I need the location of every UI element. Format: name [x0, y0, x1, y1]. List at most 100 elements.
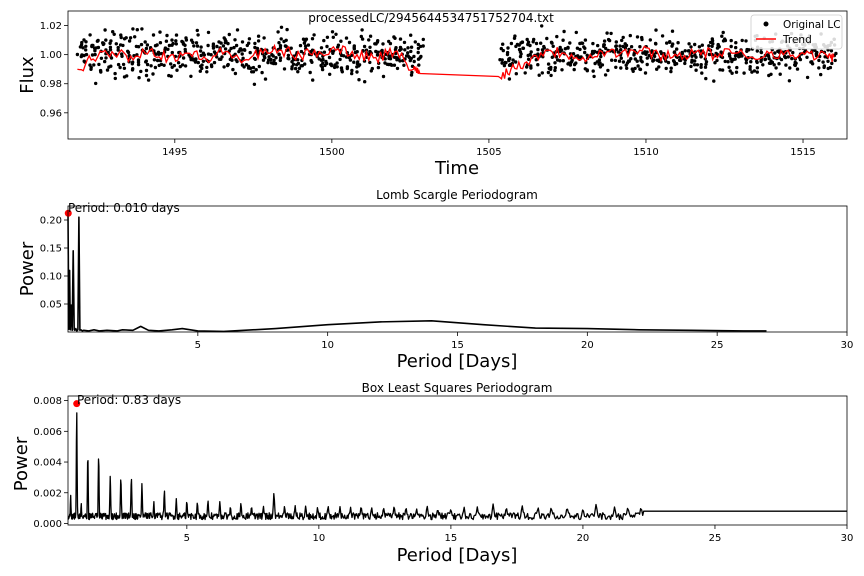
lc-point — [287, 57, 291, 61]
lc-point — [521, 46, 525, 50]
lc-point — [134, 44, 139, 49]
lc-point — [689, 45, 693, 49]
lc-point — [596, 43, 600, 48]
lc-point — [376, 50, 380, 54]
lc-point — [145, 62, 150, 67]
lc-point — [413, 40, 417, 44]
lc-point — [660, 34, 665, 38]
lomb-scargle-panel: 5 10 15 20 25 30 0.05 0.10 0.15 0.20 Lomb Scargle… — [17, 188, 853, 372]
lc-point — [694, 68, 698, 72]
lc-point — [693, 59, 697, 63]
lc-point — [277, 52, 281, 57]
lc-point — [711, 42, 715, 46]
lc-point — [330, 63, 334, 68]
lc-point — [690, 54, 694, 58]
x-tick-label: 10 — [321, 340, 334, 351]
lc-point — [206, 43, 210, 48]
lc-point — [108, 45, 113, 49]
lc-point — [699, 55, 703, 59]
x-tick-label: 15 — [445, 533, 458, 544]
lc-point — [655, 58, 659, 62]
ls-power-line — [67, 213, 767, 333]
lc-point — [773, 51, 777, 55]
lc-point — [80, 53, 84, 57]
lc-point — [421, 44, 425, 48]
lc-point — [817, 58, 821, 63]
lc-point — [805, 75, 810, 80]
lc-point — [169, 62, 173, 66]
lc-point — [633, 66, 637, 71]
lc-point — [578, 41, 582, 46]
lc-point — [627, 59, 631, 63]
lc-point — [359, 34, 363, 39]
lc-point — [683, 58, 687, 62]
legend-marker-original-lc — [763, 21, 769, 27]
lc-point — [227, 32, 231, 37]
lc-point — [303, 62, 307, 66]
lc-point — [198, 49, 203, 53]
lc-point — [619, 56, 623, 60]
lc-point — [136, 60, 141, 64]
x-tick-label: 1515 — [790, 147, 815, 158]
x-tick-label: 1500 — [319, 147, 344, 158]
lc-point — [155, 43, 159, 47]
lc-point — [144, 46, 149, 51]
lc-point — [116, 48, 120, 52]
lc-point — [638, 45, 642, 49]
lc-point — [165, 33, 169, 38]
y-tick-label: 0.05 — [40, 300, 62, 311]
lc-point — [181, 40, 185, 44]
lc-point — [328, 72, 332, 77]
lc-point — [357, 64, 361, 68]
lc-point — [340, 70, 344, 74]
lc-point — [700, 43, 704, 47]
lomb-scargle-title: Lomb Scargle Periodogram — [376, 188, 538, 202]
lc-point — [347, 40, 352, 45]
lc-point — [260, 70, 264, 75]
lc-point — [710, 39, 715, 43]
lc-point — [687, 42, 691, 46]
lc-point — [312, 33, 316, 37]
lc-point — [416, 46, 421, 50]
lc-point — [234, 43, 239, 48]
light-curve-axes-frame — [67, 10, 848, 140]
lc-point — [609, 31, 613, 36]
lc-point — [209, 53, 213, 57]
lc-point — [136, 62, 141, 67]
lc-point — [730, 71, 734, 75]
lc-point — [104, 38, 108, 42]
lc-point — [704, 60, 709, 64]
lc-point — [602, 39, 607, 43]
lc-point — [640, 60, 644, 64]
lc-point — [553, 61, 557, 65]
lc-point — [726, 60, 730, 64]
y-tick-label: 0.004 — [33, 458, 62, 469]
lc-point — [266, 60, 270, 65]
lc-point — [505, 50, 510, 55]
lc-point — [84, 40, 88, 44]
lc-point — [174, 42, 178, 46]
lc-point — [599, 54, 603, 59]
lc-point — [761, 63, 765, 67]
lc-point — [296, 70, 300, 74]
lc-point — [331, 35, 335, 39]
lc-point — [90, 53, 95, 57]
lc-point — [279, 25, 284, 29]
lomb-scargle-plot-area — [64, 209, 767, 333]
lc-point — [561, 38, 565, 42]
lc-point — [417, 63, 421, 67]
lc-point — [158, 41, 163, 45]
lc-point — [211, 46, 216, 50]
lc-point — [360, 37, 365, 41]
lc-point — [791, 50, 795, 55]
lc-point — [122, 37, 127, 41]
lc-point — [551, 44, 555, 48]
lc-point — [226, 62, 230, 67]
lc-point — [666, 60, 671, 65]
lc-point — [550, 55, 554, 59]
lc-point — [643, 71, 648, 75]
bls-y-label: Power — [11, 436, 32, 491]
lc-point — [635, 35, 640, 39]
lc-point — [339, 39, 343, 43]
lc-point — [200, 63, 204, 67]
